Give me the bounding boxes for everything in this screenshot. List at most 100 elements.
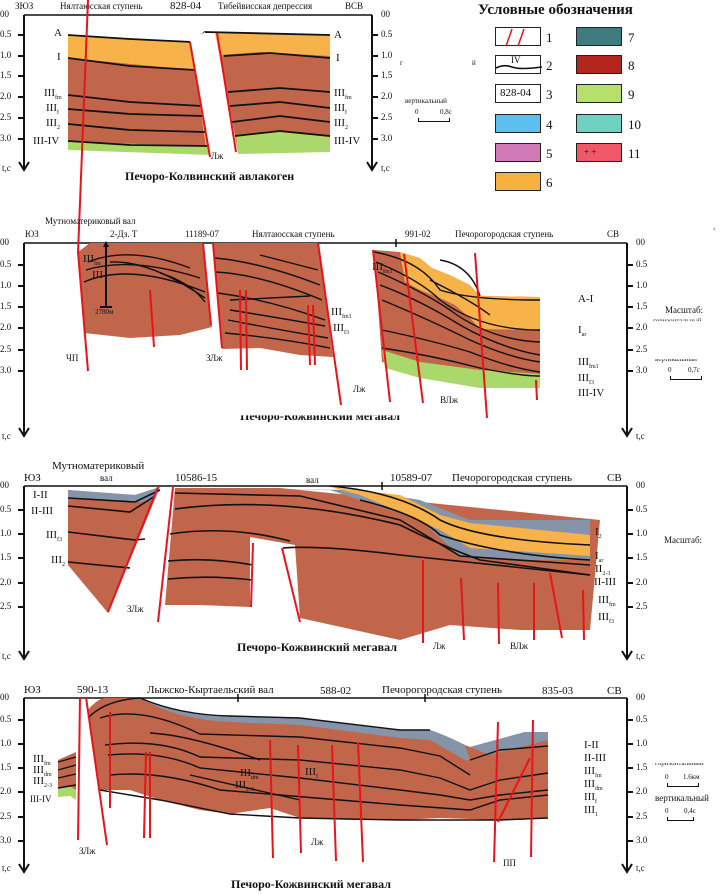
axis-tick-label: 00	[0, 9, 9, 19]
section-4-title: Печоро-Кожвинский мегавал	[231, 877, 391, 891]
horizon-label: IIIfm	[584, 765, 602, 780]
axis-tick-label: 0.5	[0, 29, 12, 39]
section-2-well-label: 11189-07	[185, 229, 219, 239]
axis-tick-label: 2.0	[0, 91, 12, 101]
axis-tick-label: 0.5	[0, 259, 12, 269]
section-1-ticks	[18, 34, 378, 140]
scale-title: Масштаб:	[665, 305, 704, 315]
fault-label: Лж	[353, 384, 366, 394]
section-1-fault-line	[216, 32, 237, 153]
section-1-right-axis-arrow-icon	[366, 161, 378, 172]
fault-label: ВЛж	[440, 395, 458, 405]
horizon-label: IIIf3	[598, 611, 614, 626]
fault-label: ЗЛж	[127, 604, 144, 614]
section-2-right-direction: СВ	[607, 229, 620, 239]
scale-value: 0,8с	[440, 108, 452, 116]
legend-horizon-label: IV	[511, 55, 521, 65]
axis-unit-label: t,c	[636, 863, 645, 873]
scale-bar	[667, 817, 694, 821]
axis-unit-label: t,c	[636, 651, 645, 661]
axis-tick-label: 1.0	[0, 738, 12, 748]
axis-tick-label: 1.5	[0, 552, 12, 562]
horizon-label: IIIfm	[33, 753, 51, 768]
section-3-top-label: вал	[100, 473, 113, 483]
horizon-label: II2-3	[595, 563, 611, 578]
scale-label: вертикальный	[655, 355, 697, 363]
horizon-label: IIIfm	[598, 594, 616, 609]
fault-label: Лж	[211, 151, 224, 161]
axis-tick-label: 1.0	[636, 528, 648, 538]
horizon-label: III2	[51, 554, 65, 569]
scale-value: 0,7с	[688, 366, 700, 374]
section-1-well-label: 828-04	[170, 0, 202, 12]
scale-zero: 0	[415, 108, 419, 116]
axis-tick-label: 3.0	[0, 835, 12, 845]
horizon-label: IIIfm1	[372, 261, 393, 276]
section-1-fault-gap	[190, 32, 218, 157]
axis-tick-label: 2.0	[636, 577, 648, 587]
axis-tick-label: 2.0	[636, 322, 648, 332]
section-3-top-label: Мутноматериковый	[52, 460, 145, 472]
axis-tick-label: 0.5	[636, 714, 648, 724]
scale-value: 1.6км	[683, 773, 700, 781]
axis-tick-label: 2.0	[0, 577, 12, 587]
horizon-label: A	[54, 27, 62, 39]
axis-tick-label: 3.0	[0, 365, 12, 375]
horizon-label: III-IV	[30, 794, 52, 804]
scale-label: г	[400, 59, 403, 67]
axis-tick-label: 0.5	[0, 714, 12, 724]
section-1-top-label: Нялтаюсская ступень	[60, 1, 143, 11]
horizon-label: IIIdm	[240, 767, 259, 782]
section-2-well-label: 2-Дз. Т	[110, 229, 138, 239]
axis-tick-label: 1.0	[0, 50, 12, 60]
fault-lines-icon	[505, 28, 525, 47]
section-2-top-label: Мутноматериковый вал	[45, 216, 136, 226]
legend-swatch-10	[576, 114, 622, 133]
fault-label: ЗЛж	[79, 846, 96, 856]
section-1-layer-green-right	[236, 131, 330, 154]
scale-bar	[670, 376, 702, 380]
section-4-right-axis-arrow-icon	[621, 863, 633, 874]
axis-tick-label: 00	[381, 9, 390, 19]
fault-label: ЧП	[66, 353, 79, 363]
axis-tick-label: 00	[0, 237, 9, 247]
horizon-label: IIIf3	[578, 372, 594, 387]
scale-label: горизонтальный	[653, 317, 702, 325]
legend-number: 8	[628, 58, 635, 73]
legend-swatch-11: + +	[576, 143, 622, 162]
horizon-label: I2	[595, 526, 602, 541]
horizon-label: II-III	[594, 576, 616, 588]
section-4-top-label: Лыжско-Кыртаельский вал	[147, 684, 274, 696]
axis-tick-label: 2.5	[381, 112, 393, 122]
horizon-label: IIIfm	[83, 253, 101, 268]
legend-number: 4	[546, 117, 553, 132]
legend-number: 10	[628, 117, 641, 132]
section-1-right-direction: ВСВ	[345, 1, 364, 11]
horizon-label: III2-3	[33, 775, 52, 790]
section-2-top-label: Нялтаюсская ступень	[252, 229, 335, 239]
section-3-left-direction: ЮЗ	[24, 472, 41, 484]
horizon-label: IIIf	[305, 766, 318, 781]
axis-tick-label: 00	[636, 480, 645, 490]
axis-tick-label: 0.5	[636, 259, 648, 269]
axis-tick-label: 2.5	[0, 601, 12, 611]
axis-unit-label: t,c	[2, 163, 11, 173]
scale-label: вертикальный	[655, 793, 709, 803]
legend-title: Условные обозначения	[478, 2, 633, 18]
section-1-top-label: Тибейвисская депрессия	[218, 1, 313, 11]
section-3-title: Печоро-Кожвинский мегавал	[237, 640, 397, 654]
axis-tick-label: 2.5	[636, 344, 648, 354]
axis-unit-label: t,c	[2, 863, 11, 873]
scale-label: горизонтальный	[655, 759, 704, 767]
horizon-label: IIIdm	[33, 764, 52, 779]
horizon-label: A-I	[578, 293, 594, 305]
horizon-label: II-III	[31, 505, 53, 517]
axis-tick-label: 2.0	[0, 786, 12, 796]
horizon-label: IIIfm	[44, 87, 62, 102]
horizon-label: III1	[584, 804, 598, 819]
axis-unit-label: t,c	[2, 431, 11, 441]
legend-number: 7	[628, 30, 635, 45]
